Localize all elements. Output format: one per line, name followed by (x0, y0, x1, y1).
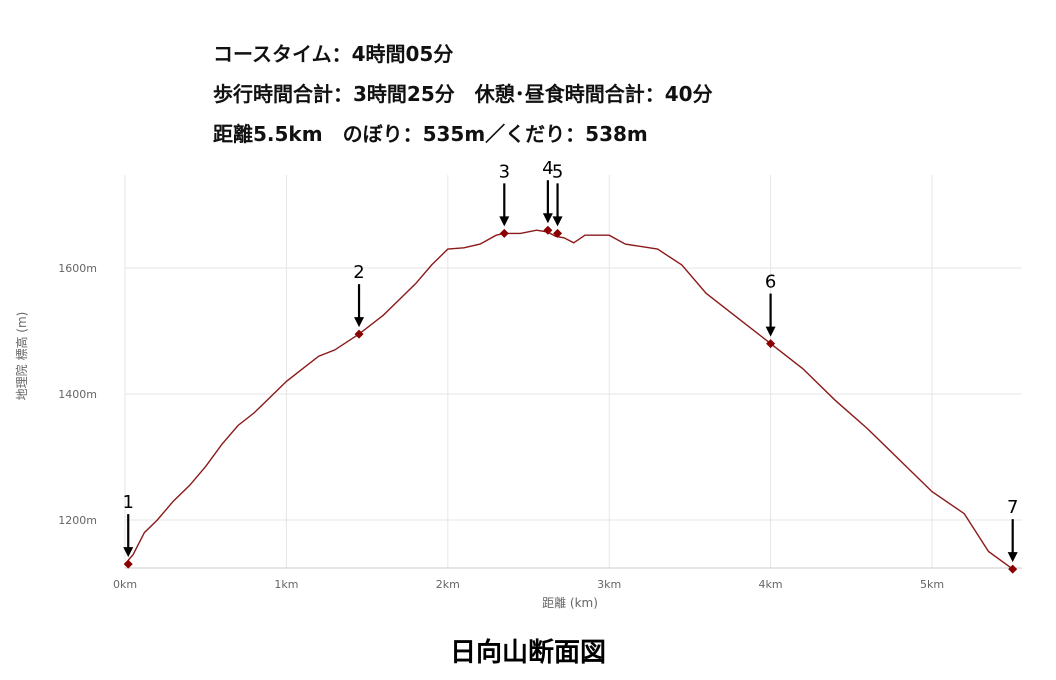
waypoint-label: 3 (499, 161, 510, 182)
x-tick-label: 5km (920, 578, 944, 591)
waypoint-label: 2 (353, 262, 364, 283)
x-tick-label: 4km (759, 578, 783, 591)
waypoint-diamond (123, 559, 133, 569)
elevation-line (124, 229, 1014, 570)
y-axis-label: 地理院 標高 (m) (14, 312, 29, 401)
walk-rest-time-text: 歩行時間合計：3時間25分 休憩･昼食時間合計：40分 (213, 82, 713, 106)
x-tick-label: 0km (113, 578, 137, 591)
waypoint-diamond (543, 225, 553, 235)
waypoint-marker: 7 (1007, 497, 1018, 574)
y-tick-label: 1600m (58, 262, 97, 275)
waypoint-diamond (553, 228, 563, 238)
waypoint-label: 5 (552, 161, 563, 182)
waypoint-diamond (1008, 564, 1018, 574)
waypoint-marker: 6 (765, 272, 776, 349)
waypoint-diamond (499, 228, 509, 238)
course-time-text: コースタイム：4時間05分 (213, 42, 454, 66)
waypoint-arrow-head (552, 216, 563, 227)
waypoint-marker: 4 (542, 158, 554, 235)
x-axis-label: 距離 (km) (542, 596, 598, 610)
waypoint-arrow-head (1007, 552, 1018, 563)
waypoint-arrow-head (354, 317, 365, 328)
waypoint-label: 4 (542, 158, 553, 179)
waypoint-markers: 1 2 3 45 6 7 (123, 158, 1018, 574)
chart-caption: 日向山断面図 (449, 638, 606, 668)
y-axis-ticks: 1200m 1400m 1600m (58, 262, 97, 527)
waypoint-diamond (354, 329, 364, 339)
waypoint-marker: 3 (499, 161, 510, 238)
waypoint-diamond (766, 339, 776, 349)
chart-grid (124, 175, 1022, 569)
waypoint-marker: 5 (552, 161, 563, 238)
x-tick-label: 2km (436, 578, 460, 591)
y-tick-label: 1200m (58, 514, 97, 527)
elevation-profile-chart: 1200m 1400m 1600m 0km 1km 2km 3km 4km 5km 1 2 3 45… (14, 158, 1022, 610)
waypoint-arrow-head (765, 326, 776, 337)
waypoint-label: 1 (123, 492, 134, 513)
x-tick-label: 3km (597, 578, 621, 591)
distance-elevation-text: 距離5.5km のぼり：535m／くだり：538m (213, 122, 648, 146)
waypoint-arrow-head (123, 547, 134, 558)
y-tick-label: 1400m (58, 388, 97, 401)
x-tick-label: 1km (274, 578, 298, 591)
waypoint-label: 6 (765, 272, 776, 293)
waypoint-label: 7 (1007, 497, 1018, 518)
waypoint-arrow-head (542, 213, 553, 224)
x-axis-ticks: 0km 1km 2km 3km 4km 5km (113, 578, 944, 591)
waypoint-arrow-head (499, 216, 510, 227)
waypoint-marker: 2 (353, 262, 365, 339)
waypoint-marker: 1 (123, 492, 134, 569)
